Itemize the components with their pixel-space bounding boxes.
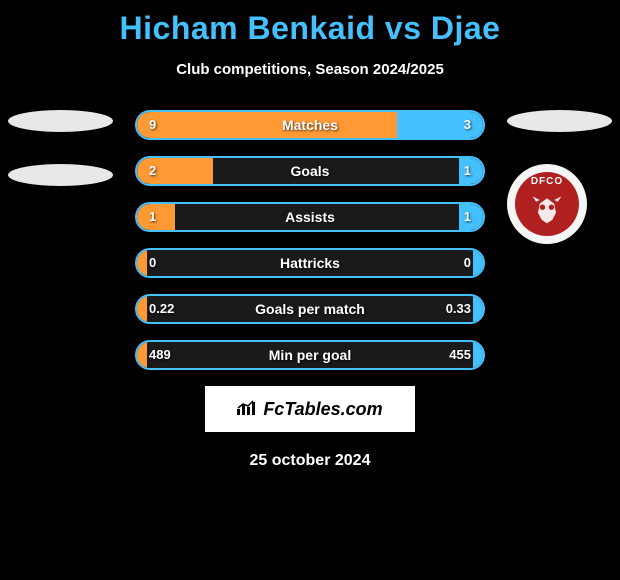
stat-value-left: 2 [149, 158, 156, 184]
club-badge-inner: DFCO [515, 172, 579, 236]
stat-value-right: 0 [464, 250, 471, 276]
footer-date: 25 october 2024 [0, 452, 620, 470]
page-subtitle: Club competitions, Season 2024/2025 [0, 61, 620, 78]
stat-label: Min per goal [137, 342, 483, 368]
footer-logo-text: FcTables.com [263, 399, 382, 420]
stat-label: Assists [137, 204, 483, 230]
stat-label: Goals [137, 158, 483, 184]
comparison-content: DFCO Matches93Goals21Assists11Hattricks0… [0, 110, 620, 370]
stat-value-left: 0.22 [149, 296, 174, 322]
owl-icon [529, 191, 565, 227]
stat-label: Hattricks [137, 250, 483, 276]
stat-value-left: 489 [149, 342, 171, 368]
stat-bar-row: Matches9 3 [135, 110, 485, 140]
page-title: Hicham Benkaid vs Djae [0, 0, 620, 47]
stat-value-right: 0.33 [446, 296, 471, 322]
player-badge-placeholder [507, 110, 612, 132]
left-player-badges [8, 110, 113, 218]
stat-bar-row: Goals2 1 [135, 156, 485, 186]
footer-logo: FcTables.com [205, 386, 415, 432]
stat-bar-row: Hattricks0 0 [135, 248, 485, 278]
stat-bar-row: Min per goal489 455 [135, 340, 485, 370]
stats-bars: Matches93Goals21Assists11Hattricks00Goal… [135, 110, 485, 370]
stat-value-left: 0 [149, 250, 156, 276]
right-player-badges: DFCO [507, 110, 612, 244]
stat-value-right: 455 [449, 342, 471, 368]
stat-bar-row: Goals per match0.22 0.33 [135, 294, 485, 324]
stat-bar-row: Assists1 1 [135, 202, 485, 232]
club-badge-text: DFCO [531, 176, 563, 187]
club-badge: DFCO [507, 164, 587, 244]
stat-label: Matches [137, 112, 483, 138]
stat-value-right: 1 [464, 204, 471, 230]
player-badge-placeholder [8, 110, 113, 132]
stat-value-right: 1 [464, 158, 471, 184]
stat-value-left: 1 [149, 204, 156, 230]
club-badge-placeholder [8, 164, 113, 186]
stat-value-left: 9 [149, 112, 156, 138]
chart-icon [237, 399, 257, 420]
stat-value-right: 3 [464, 112, 471, 138]
stat-label: Goals per match [137, 296, 483, 322]
